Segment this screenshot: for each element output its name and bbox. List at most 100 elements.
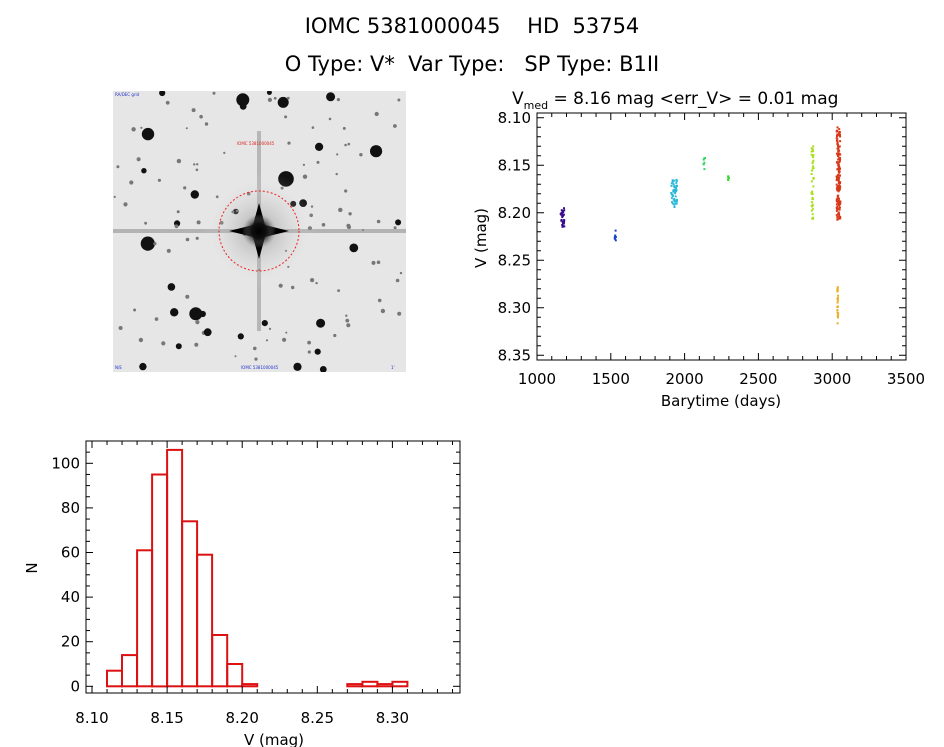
data-point [835, 179, 838, 182]
data-point [838, 213, 841, 216]
data-point [838, 131, 841, 133]
data-point [838, 208, 841, 211]
field-star [315, 142, 324, 151]
data-point [702, 163, 705, 166]
data-point [812, 167, 815, 170]
field-star [131, 127, 136, 132]
x-tick-label: 3000 [813, 370, 851, 388]
data-point [837, 212, 840, 215]
histogram-bar [106, 669, 123, 688]
data-point [837, 312, 840, 315]
data-point [810, 201, 813, 204]
data-point [836, 178, 839, 180]
data-point [839, 133, 841, 136]
field-star [319, 366, 327, 372]
field-star [335, 172, 338, 176]
field-star [316, 160, 320, 164]
field-star [136, 157, 141, 162]
data-point [837, 162, 840, 165]
data-point [562, 221, 565, 224]
field-star [397, 98, 401, 102]
data-point [836, 130, 839, 133]
histogram-bar [211, 634, 229, 688]
data-point [810, 180, 813, 183]
field-star [195, 320, 200, 325]
data-point [836, 201, 839, 204]
field-star [165, 100, 170, 105]
data-point [812, 185, 815, 188]
data-point [727, 179, 730, 181]
data-point [837, 305, 839, 308]
y-tick-label: 8.15 [498, 156, 531, 174]
data-point [839, 153, 842, 156]
data-point [836, 161, 838, 164]
data-point [837, 213, 840, 216]
field-star [185, 127, 188, 130]
field-star [254, 357, 258, 361]
data-point [835, 203, 838, 206]
data-point [671, 179, 674, 182]
field-star [183, 186, 187, 190]
data-point [837, 155, 839, 158]
y-tick-label: 60 [61, 544, 80, 562]
image-label-center: IOMC 5381000045 [237, 141, 275, 146]
data-point [704, 157, 706, 160]
data-point [673, 206, 676, 208]
data-point [811, 161, 814, 164]
data-point [838, 157, 841, 160]
data-point [837, 177, 840, 180]
data-point [562, 222, 565, 225]
y-tick-label: 8.20 [498, 204, 531, 222]
data-point [839, 201, 842, 204]
field-star [194, 342, 199, 347]
data-point [562, 213, 565, 216]
data-point [838, 200, 841, 203]
data-point [812, 154, 815, 157]
data-point [561, 214, 564, 217]
x-tick-label: 8.10 [75, 709, 108, 727]
data-point [837, 294, 840, 297]
field-star [203, 328, 212, 337]
field-star [153, 242, 157, 246]
field-star [195, 236, 199, 240]
data-point [811, 204, 814, 207]
data-point [837, 145, 840, 148]
data-point [672, 198, 675, 201]
data-point [672, 189, 675, 192]
data-point [561, 216, 564, 219]
x-tick-label: 8.25 [301, 709, 334, 727]
data-point [836, 152, 838, 155]
data-point [839, 153, 841, 156]
data-point [836, 287, 839, 290]
data-point [835, 200, 838, 203]
star-field-image: RA/DEC grid IOMC 5381000045 N/E IOMC 538… [113, 91, 406, 372]
field-star [157, 178, 161, 182]
field-star [315, 281, 318, 285]
data-point [839, 157, 842, 160]
light-curve-frame [536, 112, 907, 361]
field-star [345, 314, 348, 317]
data-point [836, 161, 839, 164]
data-point [838, 197, 840, 200]
data-point [674, 200, 677, 203]
data-point [563, 225, 566, 228]
histogram-bars [106, 448, 409, 688]
data-point [613, 237, 616, 240]
field-star [234, 355, 237, 358]
histogram-bar [361, 680, 379, 688]
field-star [161, 341, 166, 346]
data-point [810, 150, 813, 153]
data-point [838, 217, 841, 220]
field-star [185, 294, 190, 299]
y-tick-label: 8.35 [498, 346, 531, 364]
data-point [562, 221, 565, 223]
data-point [674, 186, 677, 189]
field-star [326, 92, 336, 102]
data-point [727, 175, 730, 178]
histogram-bar [121, 654, 138, 688]
data-point [836, 207, 839, 210]
field-star [302, 163, 305, 166]
field-star [344, 143, 347, 147]
data-point [839, 203, 841, 206]
y-tick-label: 20 [61, 633, 80, 651]
